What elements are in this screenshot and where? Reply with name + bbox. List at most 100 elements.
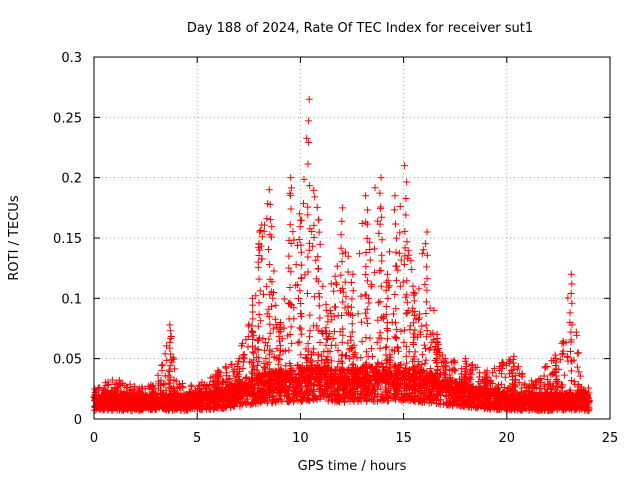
data-point [266,320,274,328]
data-point [391,333,399,341]
data-point [393,262,401,270]
data-point [259,290,267,298]
data-point [306,333,314,341]
data-point [371,184,379,192]
data-point [376,298,384,306]
data-point [378,236,386,244]
data-point [314,265,322,273]
data-point [245,320,253,328]
data-point [376,267,384,275]
data-point [306,182,314,190]
data-point [362,192,370,200]
data-point [418,250,426,258]
data-point [383,343,391,351]
data-point [339,204,347,212]
data-point [375,229,383,237]
data-point [255,310,263,318]
data-point [375,299,383,307]
data-point [384,277,392,285]
data-point [378,213,386,221]
data-point [280,295,288,303]
data-point [249,329,257,337]
data-point [285,315,293,323]
data-point [390,206,398,214]
data-point [183,406,191,414]
data-point [271,398,279,406]
data-point [344,302,352,310]
data-point [338,217,346,225]
data-point [158,362,166,370]
data-point [576,372,584,380]
data-point [391,192,399,200]
data-point [239,351,247,359]
data-point [268,399,276,407]
data-point [263,283,271,291]
data-point [244,343,252,351]
data-point [420,341,428,349]
data-point [338,258,346,266]
data-point [255,299,263,307]
data-point [366,334,374,342]
data-point [331,303,339,311]
data-point [310,293,318,301]
data-point [260,227,268,235]
data-point [165,366,173,374]
data-point [260,359,268,367]
data-point [273,345,281,353]
data-point [313,203,321,211]
data-point [303,290,311,298]
data-point [376,329,384,337]
data-point [280,324,288,332]
data-point [341,278,349,286]
data-point [382,303,390,311]
data-point [330,327,338,335]
data-point [322,341,330,349]
data-point [249,315,257,323]
data-point [373,338,381,346]
data-point [298,274,306,282]
data-point [392,335,400,343]
data-point [468,370,476,378]
data-point [418,322,426,330]
data-point [338,351,346,359]
data-point [306,311,314,319]
data-point [315,216,323,224]
data-point [560,371,568,379]
data-point [362,248,370,256]
data-point [338,359,346,367]
data-point [249,308,257,316]
data-point [357,318,365,326]
data-point [348,295,356,303]
data-point [401,326,409,334]
data-point [249,301,257,309]
data-point [306,327,314,335]
data-point [305,95,313,103]
data-point [256,287,264,295]
data-point [371,268,379,276]
data-point [409,282,417,290]
data-point [322,324,330,332]
data-point [377,174,385,182]
data-point [358,338,366,346]
data-point [338,338,346,346]
data-point [364,319,372,327]
data-point [348,320,356,328]
data-point [305,138,313,146]
data-point [376,344,384,352]
data-point [371,245,379,253]
data-point [396,202,404,210]
data-point [376,189,384,197]
data-point [356,250,364,258]
data-point [285,252,293,260]
data-point [271,315,279,323]
data-point [331,272,339,280]
data-point [305,246,313,254]
data-point [386,248,394,256]
data-point [392,248,400,256]
data-point [315,228,323,236]
data-point [256,226,264,234]
data-point [332,279,340,287]
data-point [349,287,357,295]
data-point [304,253,312,261]
data-point [366,256,374,264]
